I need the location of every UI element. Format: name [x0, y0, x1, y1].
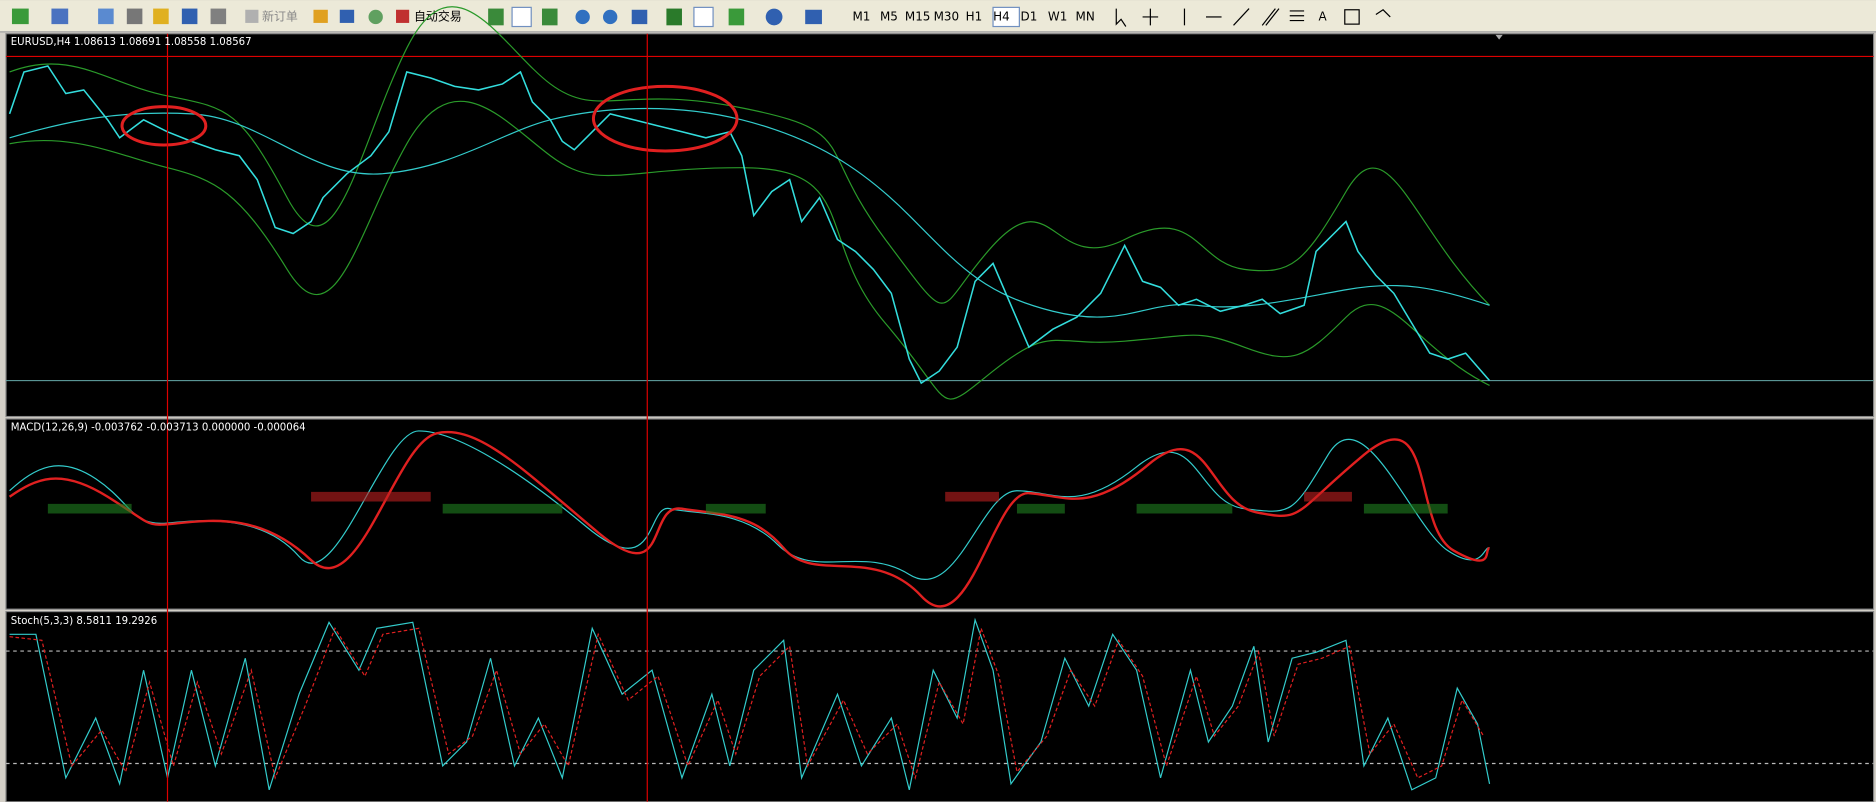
- icon-arrows[interactable]: [1375, 8, 1391, 18]
- timeframe-button[interactable]: M15: [905, 9, 931, 23]
- icon-shift[interactable]: [693, 6, 714, 28]
- icon-new-chart[interactable]: [11, 8, 29, 25]
- icon-tester[interactable]: [210, 8, 227, 25]
- price-candles: [8, 65, 1491, 385]
- icon-tile[interactable]: [631, 9, 648, 25]
- stoch-header: Stoch(5,3,3) 8.5811 19.2926: [11, 616, 157, 627]
- main-chart-window[interactable]: [5, 33, 1875, 418]
- icon-periods[interactable]: [765, 8, 783, 26]
- icon-channel[interactable]: [1261, 8, 1280, 26]
- new-order-button[interactable]: 新订单: [262, 8, 298, 23]
- icon-fibo[interactable]: [1289, 10, 1305, 22]
- macd-drawing: [8, 430, 1491, 608]
- timeframe-button[interactable]: D1: [1021, 9, 1038, 23]
- tf-selected: [992, 6, 1020, 28]
- icon-crosshair[interactable]: [1142, 8, 1159, 26]
- timeframe-button[interactable]: H4: [993, 9, 1010, 23]
- timeframe-button[interactable]: M30: [934, 9, 960, 23]
- icon-history[interactable]: [339, 9, 355, 23]
- icon-trendline[interactable]: [1233, 8, 1250, 26]
- highlight-oval: [120, 105, 208, 147]
- timeframe-button[interactable]: M1: [852, 9, 870, 23]
- icon-indicators[interactable]: [728, 8, 745, 26]
- stoch-window[interactable]: [5, 610, 1875, 802]
- icon-market[interactable]: [98, 8, 114, 25]
- icon-new-order[interactable]: [245, 9, 259, 23]
- icon-signals[interactable]: [368, 9, 383, 25]
- icon-templates[interactable]: [805, 9, 822, 25]
- timeframe-button[interactable]: MN: [1076, 9, 1095, 23]
- stoch-drawing: [5, 617, 1874, 791]
- main-chart-drawing: [5, 6, 1874, 400]
- timeframe-button[interactable]: W1: [1048, 9, 1067, 23]
- timeframe-button[interactable]: H1: [966, 9, 983, 23]
- main-header: EURUSD,H4 1.08613 1.08691 1.08558 1.0856…: [11, 37, 252, 48]
- icon-line-chart[interactable]: [541, 8, 558, 26]
- macd-window[interactable]: [5, 418, 1875, 610]
- text-tool[interactable]: A: [1318, 9, 1327, 23]
- icon-zoom-in[interactable]: [575, 9, 590, 25]
- macd-header: MACD(12,26,9) -0.003762 -0.003713 0.0000…: [11, 422, 306, 433]
- icon-autoscroll[interactable]: [666, 8, 682, 26]
- icon-cursor[interactable]: [1115, 8, 1127, 27]
- icon-label[interactable]: [1344, 9, 1360, 25]
- toolbar-icons: [11, 6, 1391, 28]
- timeframe-button[interactable]: M5: [880, 9, 898, 23]
- icon-navigator[interactable]: [126, 8, 143, 25]
- icon-candles[interactable]: [511, 6, 532, 28]
- moving-average: [9, 107, 1490, 318]
- icon-auto-trading[interactable]: [396, 9, 410, 23]
- icon-zoom-out[interactable]: [603, 9, 618, 25]
- toolbar: [0, 0, 1876, 33]
- icon-terminal[interactable]: [181, 8, 198, 25]
- icon-editor[interactable]: [313, 9, 328, 23]
- icon-bar-chart[interactable]: [488, 8, 504, 26]
- highlight-oval: [591, 84, 739, 153]
- icon-profiles[interactable]: [51, 8, 69, 25]
- icon-favorites[interactable]: [153, 8, 169, 25]
